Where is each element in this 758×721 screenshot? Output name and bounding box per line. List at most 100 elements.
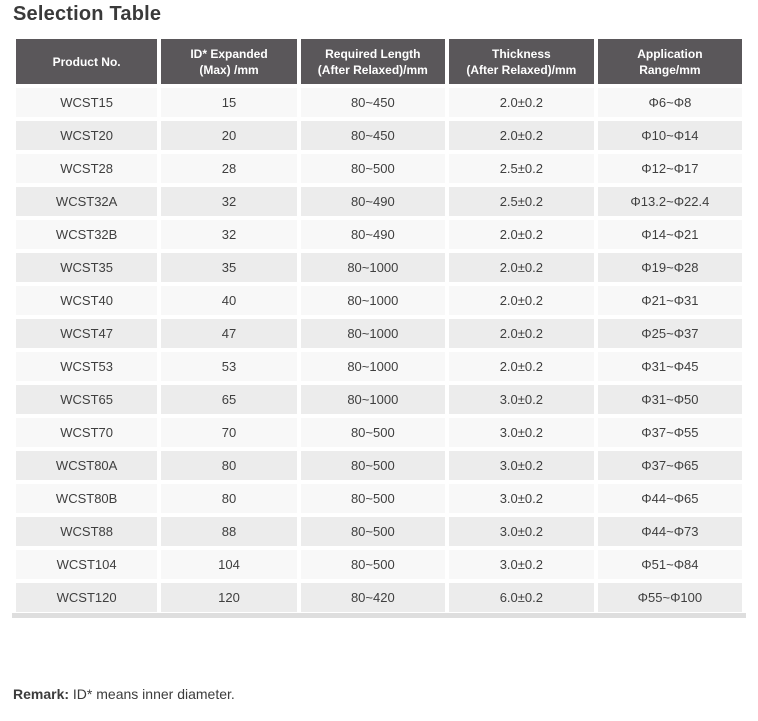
table-cell-required-length: 80~500 (296, 414, 449, 451)
table-cell-required-length: 80~450 (296, 84, 449, 121)
remark-text: ID* means inner diameter. (69, 686, 235, 702)
table-cell-required-length: 80~500 (296, 513, 449, 550)
column-header-thickness: Thickness (After Relaxed)/mm (444, 35, 598, 88)
table-cell-application-range: Φ55~Φ100 (593, 579, 747, 616)
table-cell-required-length: 80~490 (296, 183, 449, 220)
table-cell-required-length: 80~1000 (296, 381, 449, 418)
table-cell-required-length: 80~420 (296, 579, 449, 616)
table-cell-thickness: 2.5±0.2 (444, 183, 598, 220)
table-cell-id-expanded: 88 (157, 513, 301, 550)
table-cell-id-expanded: 65 (157, 381, 301, 418)
table-cell-product-no: WCST88 (11, 513, 162, 550)
table-cell-thickness: 2.0±0.2 (444, 282, 598, 319)
table-row: WCST65 65 80~1000 3.0±0.2 Φ31~Φ50 (11, 381, 747, 418)
table-row: WCST70 70 80~500 3.0±0.2 Φ37~Φ55 (11, 414, 747, 451)
table-cell-application-range: Φ12~Φ17 (593, 150, 747, 187)
table-cell-product-no: WCST70 (11, 414, 162, 451)
table-cell-required-length: 80~500 (296, 546, 449, 583)
table-cell-id-expanded: 35 (157, 249, 301, 286)
table-cell-thickness: 2.0±0.2 (444, 84, 598, 121)
table-cell-application-range: Φ44~Φ73 (593, 513, 747, 550)
table-cell-application-range: Φ31~Φ45 (593, 348, 747, 385)
table-cell-application-range: Φ31~Φ50 (593, 381, 747, 418)
table-row: WCST88 88 80~500 3.0±0.2 Φ44~Φ73 (11, 513, 747, 550)
table-cell-thickness: 3.0±0.2 (444, 414, 598, 451)
table-cell-application-range: Φ25~Φ37 (593, 315, 747, 352)
table-cell-product-no: WCST120 (11, 579, 162, 616)
table-cell-product-no: WCST47 (11, 315, 162, 352)
remark: Remark: ID* means inner diameter. (13, 686, 235, 702)
table-row: WCST28 28 80~500 2.5±0.2 Φ12~Φ17 (11, 150, 747, 187)
table-cell-id-expanded: 28 (157, 150, 301, 187)
table-cell-thickness: 3.0±0.2 (444, 447, 598, 484)
table-cell-required-length: 80~1000 (296, 348, 449, 385)
table-cell-product-no: WCST53 (11, 348, 162, 385)
remark-label: Remark: (13, 686, 70, 702)
table-cell-product-no: WCST104 (11, 546, 162, 583)
table-cell-thickness: 3.0±0.2 (444, 513, 598, 550)
table-cell-application-range: Φ44~Φ65 (593, 480, 747, 517)
table-cell-required-length: 80~450 (296, 117, 449, 154)
table-row: WCST80A 80 80~500 3.0±0.2 Φ37~Φ65 (11, 447, 747, 484)
table-cell-application-range: Φ19~Φ28 (593, 249, 747, 286)
table-cell-application-range: Φ21~Φ31 (593, 282, 747, 319)
table-cell-id-expanded: 47 (157, 315, 301, 352)
table-cell-thickness: 2.0±0.2 (444, 315, 598, 352)
table-header-row: Product No. ID* Expanded (Max) /mm Require… (11, 35, 747, 88)
table-cell-id-expanded: 80 (157, 447, 301, 484)
table-cell-required-length: 80~1000 (296, 315, 449, 352)
table-row: WCST104 104 80~500 3.0±0.2 Φ51~Φ84 (11, 546, 747, 583)
column-header-id-expanded: ID* Expanded (Max) /mm (157, 35, 301, 88)
table-cell-product-no: WCST65 (11, 381, 162, 418)
table-cell-thickness: 3.0±0.2 (444, 546, 598, 583)
table-cell-id-expanded: 32 (157, 216, 301, 253)
table-cell-required-length: 80~1000 (296, 282, 449, 319)
table-cell-id-expanded: 104 (157, 546, 301, 583)
table-cell-id-expanded: 120 (157, 579, 301, 616)
table-row: WCST80B 80 80~500 3.0±0.2 Φ44~Φ65 (11, 480, 747, 517)
column-header-required-length: Required Length (After Relaxed)/mm (296, 35, 449, 88)
table-cell-required-length: 80~1000 (296, 249, 449, 286)
table-row: WCST32B 32 80~490 2.0±0.2 Φ14~Φ21 (11, 216, 747, 253)
table-cell-required-length: 80~490 (296, 216, 449, 253)
table-cell-thickness: 2.0±0.2 (444, 117, 598, 154)
table-cell-id-expanded: 15 (157, 84, 301, 121)
table-cell-product-no: WCST32B (11, 216, 162, 253)
column-header-application-range: Application Range/mm (593, 35, 747, 88)
table-body: WCST15 15 80~450 2.0±0.2 Φ6~Φ8 WCST20 20 80~450… (11, 84, 747, 616)
table-cell-product-no: WCST32A (11, 183, 162, 220)
table-bottom-border (12, 613, 746, 618)
table-cell-application-range: Φ6~Φ8 (593, 84, 747, 121)
column-header-product-no: Product No. (11, 35, 162, 88)
table-header: Product No. ID* Expanded (Max) /mm Require… (11, 35, 747, 88)
table-cell-required-length: 80~500 (296, 447, 449, 484)
table-cell-application-range: Φ37~Φ65 (593, 447, 747, 484)
table-cell-required-length: 80~500 (296, 480, 449, 517)
table-cell-application-range: Φ10~Φ14 (593, 117, 747, 154)
table-row: WCST35 35 80~1000 2.0±0.2 Φ19~Φ28 (11, 249, 747, 286)
table-cell-thickness: 3.0±0.2 (444, 480, 598, 517)
table-cell-product-no: WCST40 (11, 282, 162, 319)
table-cell-product-no: WCST80A (11, 447, 162, 484)
table-row: WCST32A 32 80~490 2.5±0.2 Φ13.2~Φ22.4 (11, 183, 747, 220)
table-cell-product-no: WCST28 (11, 150, 162, 187)
table-row: WCST20 20 80~450 2.0±0.2 Φ10~Φ14 (11, 117, 747, 154)
table-cell-id-expanded: 70 (157, 414, 301, 451)
table-cell-id-expanded: 40 (157, 282, 301, 319)
table-cell-required-length: 80~500 (296, 150, 449, 187)
table-cell-thickness: 3.0±0.2 (444, 381, 598, 418)
table-cell-id-expanded: 32 (157, 183, 301, 220)
table-cell-thickness: 2.5±0.2 (444, 150, 598, 187)
table-cell-application-range: Φ37~Φ55 (593, 414, 747, 451)
table-cell-product-no: WCST15 (11, 84, 162, 121)
table-row: WCST120 120 80~420 6.0±0.2 Φ55~Φ100 (11, 579, 747, 616)
selection-table: Product No. ID* Expanded (Max) /mm Require… (11, 35, 747, 616)
table-cell-thickness: 6.0±0.2 (444, 579, 598, 616)
table-cell-id-expanded: 20 (157, 117, 301, 154)
table-cell-application-range: Φ51~Φ84 (593, 546, 747, 583)
table-row: WCST47 47 80~1000 2.0±0.2 Φ25~Φ37 (11, 315, 747, 352)
table-cell-product-no: WCST80B (11, 480, 162, 517)
table-cell-thickness: 2.0±0.2 (444, 249, 598, 286)
table-cell-thickness: 2.0±0.2 (444, 348, 598, 385)
